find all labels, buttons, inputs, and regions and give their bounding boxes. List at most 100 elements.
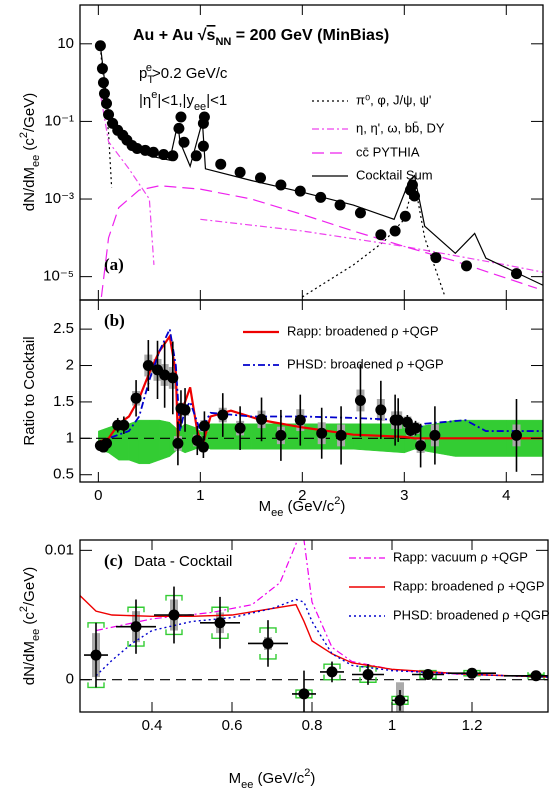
uncertainty-band <box>138 419 150 465</box>
label-part: ee <box>241 779 253 791</box>
x-axis-label: Mee (GeV/c2) <box>259 495 346 519</box>
label-part: ee <box>30 155 42 167</box>
data-point <box>172 437 184 449</box>
model-curve <box>80 595 548 678</box>
annotation-part: e <box>146 62 152 74</box>
y-tick-label: 1.5 <box>53 393 74 410</box>
y-tick-label: 2 <box>66 356 74 373</box>
x-tick-label: 0.8 <box>302 717 323 734</box>
data-point <box>198 111 210 123</box>
plot-area <box>80 326 543 472</box>
plot-frame <box>79 539 549 713</box>
annotation-part: |η <box>139 92 151 109</box>
annotation-part: |<1,|y <box>157 92 194 109</box>
plot-area <box>80 540 548 712</box>
data-point <box>130 621 142 633</box>
y-tick-label: 2.5 <box>53 320 74 337</box>
legend-label: Cocktail Sum <box>356 167 433 182</box>
legend-label: PHSD: broadened ρ +QGP <box>287 356 444 371</box>
data-point <box>262 637 274 649</box>
label-part: ) <box>310 770 315 787</box>
data-point <box>142 360 154 372</box>
data-point <box>103 109 115 121</box>
model-curve <box>100 185 538 298</box>
y-axis-label: dN/dMee (c2/GeV) <box>18 567 42 685</box>
data-point <box>234 166 246 178</box>
x-tick-label: 3 <box>400 487 408 504</box>
legend-label: η, η', ω, bb̄, DY <box>356 120 445 135</box>
title-part: Au + Au √ <box>133 27 207 44</box>
label-part: (c <box>21 612 38 629</box>
label-part: /GeV) <box>21 567 38 606</box>
label-part: 2 <box>18 132 30 138</box>
x-tick-label: 1.2 <box>462 717 483 734</box>
data-point <box>466 667 478 679</box>
legend-label: π⁰, φ, J/ψ, ψ' <box>356 92 431 107</box>
data-point <box>96 63 108 75</box>
data-point <box>389 225 401 237</box>
panel-label: (b) <box>104 311 125 330</box>
data-point <box>429 429 441 441</box>
data-point <box>90 649 102 661</box>
data-point <box>255 172 267 184</box>
y-tick-label: 10 <box>57 35 74 52</box>
data-point <box>335 429 347 441</box>
title: Au + Au √sNN = 200 GeV (MinBias) <box>133 27 389 48</box>
annotation-part: |<1 <box>206 92 227 109</box>
title-part: NN <box>215 36 231 48</box>
data-point <box>215 158 227 170</box>
data-point <box>130 392 142 404</box>
uncertainty-band <box>149 419 160 465</box>
data-point <box>298 688 310 700</box>
data-point <box>198 420 210 432</box>
data-point <box>98 88 110 100</box>
model-curve <box>95 598 548 678</box>
label-part: M <box>259 498 272 515</box>
data-point <box>178 136 190 148</box>
model-curve <box>95 540 548 678</box>
data-point <box>510 268 522 280</box>
data-point <box>354 394 366 406</box>
data-point <box>118 419 130 431</box>
data-point <box>315 191 327 203</box>
data-point <box>461 260 473 272</box>
data-point <box>275 179 287 191</box>
data-point <box>214 617 226 629</box>
data-point <box>406 179 418 191</box>
legend-label: Rapp: broadened ρ +QGP <box>287 323 439 338</box>
y-tick-label: 10⁻⁵ <box>43 268 74 285</box>
annotation-part: T <box>147 74 154 86</box>
data-point <box>409 190 421 202</box>
annotation-part: e <box>151 89 157 101</box>
x-axis-label: Mee (GeV/c2) <box>229 767 316 791</box>
annotation: |ηe|<1,|yee|<1 <box>139 89 227 113</box>
data-point <box>362 668 374 680</box>
label-part: 2 <box>334 495 340 507</box>
label-part: (GeV/c <box>253 770 304 787</box>
data-point <box>217 409 229 421</box>
annotation-part: p <box>139 65 147 82</box>
data-point <box>101 97 113 109</box>
data-point <box>354 207 366 219</box>
data-point <box>175 111 187 123</box>
data-point <box>101 437 113 449</box>
label-part: 2 <box>304 767 310 779</box>
data-point <box>410 422 422 434</box>
data-point <box>147 146 159 158</box>
label-part: (GeV/c <box>283 498 334 515</box>
plot-frame <box>79 299 544 483</box>
label-part: dN/dM <box>21 641 38 685</box>
data-point <box>430 252 442 264</box>
data-point <box>197 441 209 453</box>
label-part: ) <box>340 498 345 515</box>
title-part: = 200 GeV (MinBias) <box>231 27 389 44</box>
panel-label: (a) <box>104 255 124 274</box>
data-point <box>173 122 185 134</box>
label-part: /GeV) <box>21 93 38 132</box>
y-tick-label: 0.01 <box>45 541 74 558</box>
data-point <box>168 609 180 621</box>
y-tick-label: 1 <box>66 429 74 446</box>
data-point <box>510 429 522 441</box>
data-point <box>394 694 406 706</box>
